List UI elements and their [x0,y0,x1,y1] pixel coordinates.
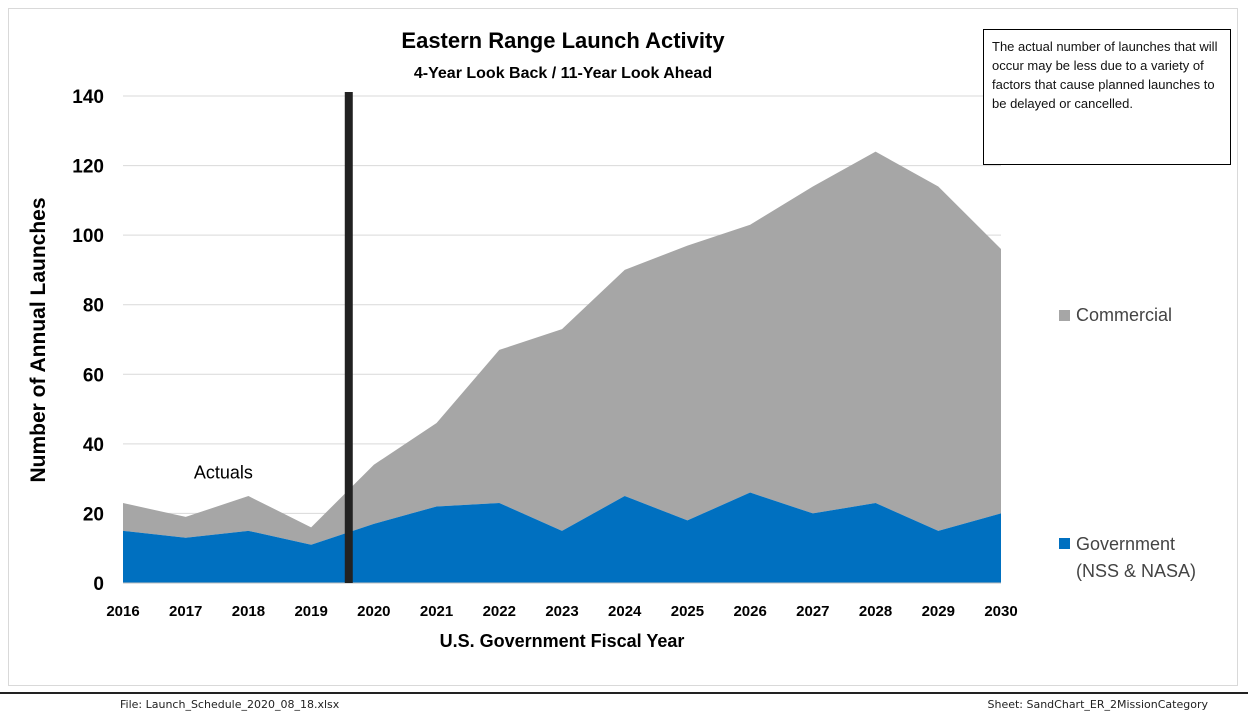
commercial-area [123,151,1001,545]
lookback-divider-bar [344,92,353,583]
x-tick-label: 2026 [733,603,766,620]
y-tick-label: 140 [72,87,104,108]
y-tick-label: 0 [93,574,104,595]
legend-swatch-government [1059,538,1070,549]
x-axis-title: U.S. Government Fiscal Year [440,631,685,651]
legend-label-government-sub: (NSS & NASA) [1076,561,1196,581]
government-area [123,492,1001,583]
footer-divider [0,692,1248,694]
x-tick-label: 2025 [671,603,704,620]
y-tick-label: 120 [72,157,104,178]
x-tick-label: 2024 [608,603,642,620]
x-tick-label: 2020 [357,603,390,620]
actuals-annotation: Actuals [194,463,253,483]
legend-swatch-commercial [1059,310,1070,321]
x-tick-label: 2016 [106,603,139,620]
y-tick-label: 80 [83,296,104,317]
chart-title: Eastern Range Launch Activity [401,28,725,53]
disclaimer-note: The actual number of launches that will … [983,29,1231,165]
x-tick-label: 2023 [545,603,578,620]
x-tick-label: 2027 [796,603,829,620]
y-axis-title: Number of Annual Launches [27,197,50,482]
footer-sheet: Sheet: SandChart_ER_2MissionCategory [987,698,1208,711]
x-tick-label: 2017 [169,603,202,620]
legend-label-commercial: Commercial [1076,305,1172,325]
x-tick-label: 2028 [859,603,892,620]
x-tick-label: 2021 [420,603,453,620]
legend-label-government: Government [1076,534,1175,554]
y-tick-label: 100 [72,226,104,247]
footer-file: File: Launch_Schedule_2020_08_18.xlsx [120,698,340,711]
chart-subtitle: 4-Year Look Back / 11-Year Look Ahead [414,65,712,82]
y-tick-label: 60 [83,365,104,386]
x-tick-label: 2018 [232,603,265,620]
x-tick-label: 2019 [294,603,327,620]
x-tick-label: 2030 [984,603,1017,620]
x-tick-label: 2022 [483,603,516,620]
y-tick-label: 40 [83,435,104,456]
x-tick-label: 2029 [922,603,955,620]
y-tick-label: 20 [83,504,104,525]
